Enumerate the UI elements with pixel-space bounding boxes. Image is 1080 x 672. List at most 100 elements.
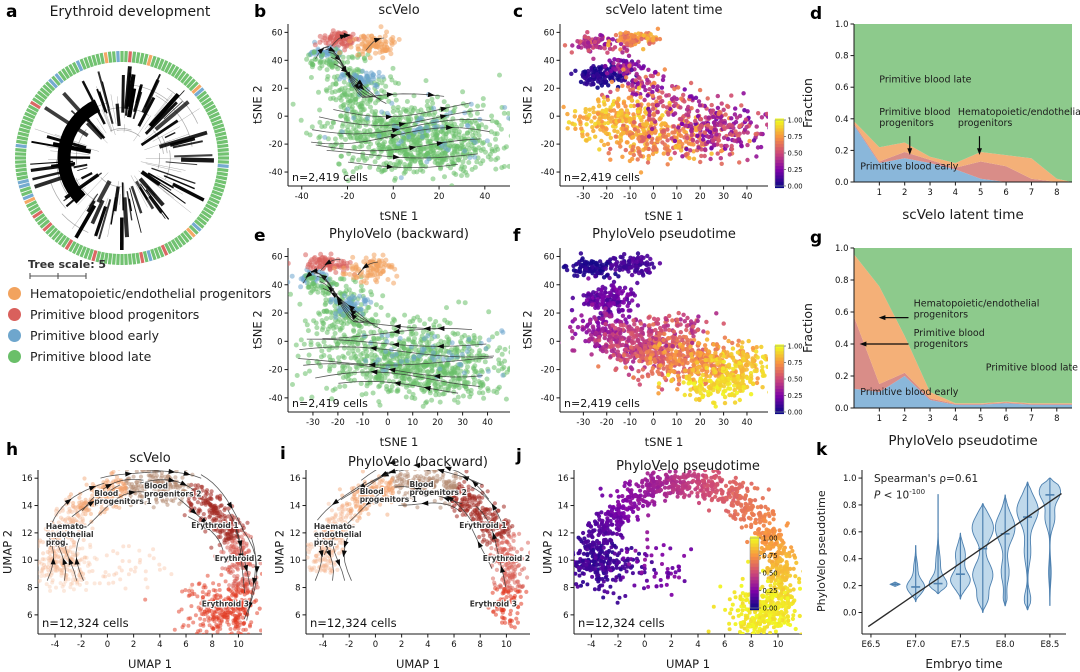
y-axis-label: UMAP 2 — [0, 529, 15, 575]
svg-text:7: 7 — [1029, 188, 1034, 198]
violins — [889, 477, 1062, 613]
panel-b-title: scVelo — [378, 3, 420, 18]
stream-layer — [311, 32, 491, 170]
svg-text:-20: -20 — [331, 418, 345, 428]
cell-count-label: n=12,324 cells — [578, 616, 665, 630]
panel-h-title: scVelo — [129, 451, 171, 466]
tree-graphic — [15, 51, 229, 279]
svg-text:40: 40 — [272, 56, 283, 66]
svg-text:-40: -40 — [541, 394, 555, 404]
svg-text:-30: -30 — [576, 418, 590, 428]
svg-text:0: 0 — [549, 112, 554, 122]
legend-dot-orange — [8, 287, 21, 300]
y-axis-label: tSNE 2 — [250, 85, 265, 125]
svg-text:0: 0 — [277, 112, 282, 122]
x-axis-label: tSNE 1 — [644, 435, 684, 449]
panel-c-title: scVelo latent time — [605, 3, 723, 18]
panel-phylovelo-backward-umap: i PhyloVelo (backward) UMAP 2 UMAP 1 n=1… — [272, 442, 540, 672]
panel-scvelo-umap: h scVelo UMAP 2 UMAP 1 n=12,324 cells -4… — [0, 440, 272, 672]
svg-text:40: 40 — [479, 192, 490, 202]
trend-line — [867, 492, 1062, 628]
cell-count-label: n=2,419 cells — [292, 397, 368, 410]
axes: 1 2 3 4 5 6 7 80.00.20.40.60.81.0 — [835, 20, 1072, 198]
legend-label: Hematopoietic/endothelial progenitors — [30, 286, 272, 301]
svg-text:0.2: 0.2 — [835, 146, 849, 156]
svg-text:20: 20 — [544, 309, 555, 319]
cluster-label-blood: Blood progenitors 2 — [410, 480, 467, 497]
svg-text:10: 10 — [671, 418, 682, 428]
svg-text:30: 30 — [718, 192, 729, 202]
colorbar: 1.000.750.500.250.00 — [774, 116, 803, 190]
panel-letter-k: k — [816, 440, 828, 460]
svg-text:-20: -20 — [600, 192, 614, 202]
legend-item: Hematopoietic/endothelial progenitors — [6, 283, 271, 304]
svg-text:0: 0 — [651, 418, 656, 428]
y-axis-label: tSNE 2 — [250, 310, 265, 350]
colorbar: 1.000.750.500.250.00 — [774, 342, 803, 416]
legend-dot-green — [8, 350, 21, 363]
label-primitive-blood-late: Primitive blood late — [879, 75, 971, 86]
svg-text:4: 4 — [953, 188, 958, 198]
umap-pseudotime-plot: -4 -2 0 2 4 6 8 1068101214161.000.750.500.250.0… — [558, 470, 802, 650]
panel-scvelo-latent-time: c scVelo latent time tSNE 2 tSNE 1 n=2,4… — [513, 0, 808, 224]
label-primitive-blood-progenitors: Primitive blood progenitors — [879, 107, 950, 129]
y-axis-label: Fraction — [800, 78, 815, 128]
svg-text:20: 20 — [544, 84, 555, 94]
svg-text:1.00: 1.00 — [788, 116, 803, 124]
svg-text:0.75: 0.75 — [788, 133, 803, 141]
svg-text:60: 60 — [272, 28, 283, 38]
legend-dot-red — [8, 308, 21, 321]
tsne-pseudotime-plot: -30 -20 -10 0 10 20 30 40 -40 -20 0 20 40 60 1.000.750… — [541, 248, 803, 428]
points-layer — [561, 26, 768, 175]
panel-phylovelo-pseudotime-tsne: f PhyloVelo pseudotime tSNE 2 tSNE 1 n=2… — [513, 224, 808, 450]
svg-text:40: 40 — [544, 281, 555, 291]
panel-phylogenetic-tree: a Erythroid development Tree scale: 5 He… — [0, 0, 271, 442]
svg-text:0.6: 0.6 — [835, 83, 849, 93]
cluster-label-haemato-: Haemato-endothelial prog. — [46, 522, 94, 547]
cell-count-label: n=12,324 cells — [310, 616, 397, 630]
legend-label: Primitive blood late — [30, 349, 152, 364]
cell-count-label: n=2,419 cells — [564, 397, 640, 410]
cluster-labels: Haemato-endothelial prog. Blood progenitors… — [45, 481, 263, 610]
label-hema-endo-progenitors: Hematopoietic/endothelial progenitors — [958, 107, 1080, 129]
cluster-label-blood: Blood progenitors 2 — [144, 482, 201, 499]
legend-item: Primitive blood early — [6, 325, 271, 346]
axes: 1 2 3 4 5 6 7 80.00.20.40.60.81.0 — [835, 244, 1072, 424]
legend-item: Primitive blood late — [6, 346, 271, 367]
svg-text:-20: -20 — [269, 366, 283, 376]
svg-text:40: 40 — [742, 418, 753, 428]
y-axis-label: tSNE 2 — [520, 85, 535, 125]
panel-letter-i: i — [280, 444, 286, 464]
panel-letter-e: e — [254, 226, 266, 246]
points-layer — [560, 251, 768, 409]
area-primitive-blood-early — [854, 125, 1072, 182]
tree-scale-bar — [29, 273, 87, 279]
panel-e-title: PhyloVelo (backward) — [329, 227, 469, 242]
area-primitive-blood-late — [854, 248, 1072, 404]
x-axis-label: tSNE 1 — [644, 209, 684, 223]
svg-text:10: 10 — [407, 418, 418, 428]
svg-text:-40: -40 — [269, 168, 283, 178]
svg-text:5: 5 — [978, 188, 983, 198]
p-value-text: P < 10-100 — [874, 488, 926, 502]
cluster-label-erythroid-1: Erythroid 1 — [191, 521, 238, 530]
svg-text:0.50: 0.50 — [788, 149, 803, 157]
stacked-area-chart: 1 2 3 4 5 6 7 8 0.0 0.2 0.4 0.6 0.8 1.0 Primitive bloo… — [835, 20, 1080, 198]
y-axis-label: tSNE 2 — [520, 310, 535, 350]
svg-text:-10: -10 — [623, 418, 637, 428]
points-layer — [306, 470, 530, 630]
panel-letter-f: f — [513, 226, 521, 246]
legend-label: Primitive blood early — [30, 328, 159, 343]
svg-text:-40: -40 — [295, 192, 309, 202]
violin-plot: E6.5 E7.0 E7.5 E8.0 E8.50.00.20.40.60.81.0 — [843, 470, 1066, 650]
svg-text:-10: -10 — [623, 192, 637, 202]
svg-text:0: 0 — [651, 192, 656, 202]
svg-text:20: 20 — [272, 309, 283, 319]
y-axis-label: UMAP 2 — [540, 529, 555, 575]
panel-a-title: Erythroid development — [49, 4, 211, 20]
area-hematopoietic-endothelial-progenitors — [854, 254, 1072, 404]
panel-scvelo-tsne: b scVelo tSNE 2 tSNE 1 n=2,419 cells -40… — [250, 0, 520, 224]
panel-letter-h: h — [6, 440, 19, 460]
